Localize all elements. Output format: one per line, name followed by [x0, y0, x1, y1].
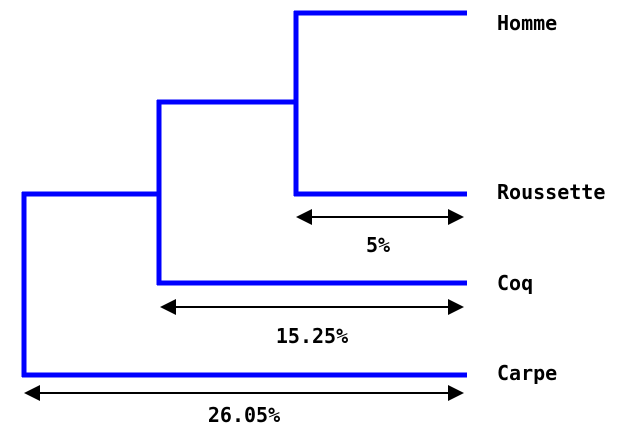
arrow-right-icon	[448, 299, 464, 315]
tree-branches	[21, 10, 467, 378]
distance-label-homme-roussette: 5%	[366, 233, 390, 257]
scale-mammals-coq	[160, 299, 464, 315]
arrow-right-icon	[448, 385, 464, 401]
taxon-label-carpe: Carpe	[497, 361, 557, 385]
taxon-label-roussette: Roussette	[497, 180, 605, 204]
taxon-label-coq: Coq	[497, 271, 533, 295]
scale-all-carpe	[24, 385, 464, 401]
arrow-right-icon	[448, 209, 464, 225]
arrow-left-icon	[296, 209, 312, 225]
arrow-left-icon	[160, 299, 176, 315]
arrow-left-icon	[24, 385, 40, 401]
taxon-label-homme: Homme	[497, 11, 557, 35]
scale-homme-roussette	[296, 209, 464, 225]
distance-label-all-carpe: 26.05%	[208, 403, 280, 427]
distance-label-mammals-coq: 15.25%	[276, 324, 348, 348]
